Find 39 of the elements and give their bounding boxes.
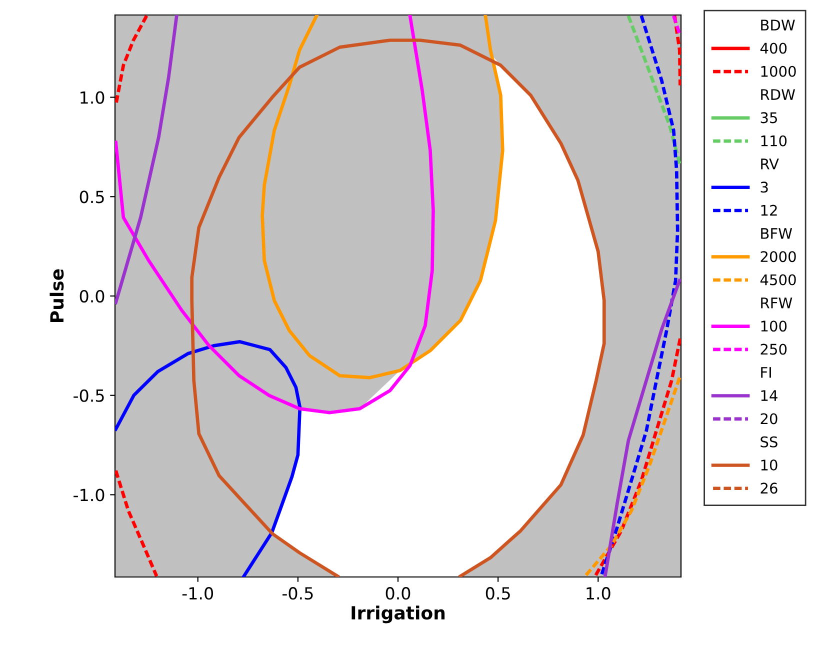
line-series — [190, 38, 606, 577]
y-tick-label: 1.0 — [80, 91, 104, 104]
line-series — [599, 15, 680, 577]
x-tick-label: 0.5 — [486, 587, 510, 600]
x-tick-label: 1.0 — [586, 587, 610, 600]
y-tick-label: 0.5 — [80, 190, 104, 204]
line-series — [583, 376, 681, 577]
y-tick-label: -0.5 — [74, 389, 104, 402]
legend-label: 14 — [761, 390, 778, 401]
text: FI — [761, 367, 771, 378]
legend-label: 26 — [760, 482, 778, 494]
line-series — [115, 340, 302, 577]
legend-label: 1000 — [761, 66, 796, 77]
y-tick-label: 0.0 — [80, 290, 104, 303]
line-series — [115, 15, 435, 414]
text: BDW — [761, 20, 795, 30]
legend-label: 3 — [760, 182, 768, 193]
legend-label: 110 — [761, 135, 787, 146]
y-axis-title: Pulse — [50, 269, 64, 322]
text: RDW — [761, 89, 796, 100]
text: RFW — [761, 298, 792, 308]
legend-label: 12 — [761, 204, 777, 216]
legend-label: 2000 — [760, 251, 796, 262]
legend-label: 35 — [760, 112, 777, 124]
legend-label: 250 — [760, 344, 787, 355]
y-tick-label: -1.0 — [74, 488, 104, 502]
line-series — [260, 15, 504, 380]
x-tick-label: -0.5 — [282, 587, 313, 600]
legend-label: 4500 — [760, 274, 796, 286]
legend-label: 10 — [761, 460, 778, 471]
x-tick-label: -1.0 — [182, 587, 214, 600]
legend-label: 400 — [760, 42, 787, 54]
text: BFW — [761, 228, 792, 239]
x-tick-label: 0.0 — [386, 587, 410, 600]
text: SS — [760, 436, 778, 448]
legend-label: 20 — [760, 413, 778, 424]
text: RV — [761, 158, 779, 170]
legend-label: 100 — [761, 320, 787, 332]
x-axis-title: Irrigation — [352, 606, 445, 624]
